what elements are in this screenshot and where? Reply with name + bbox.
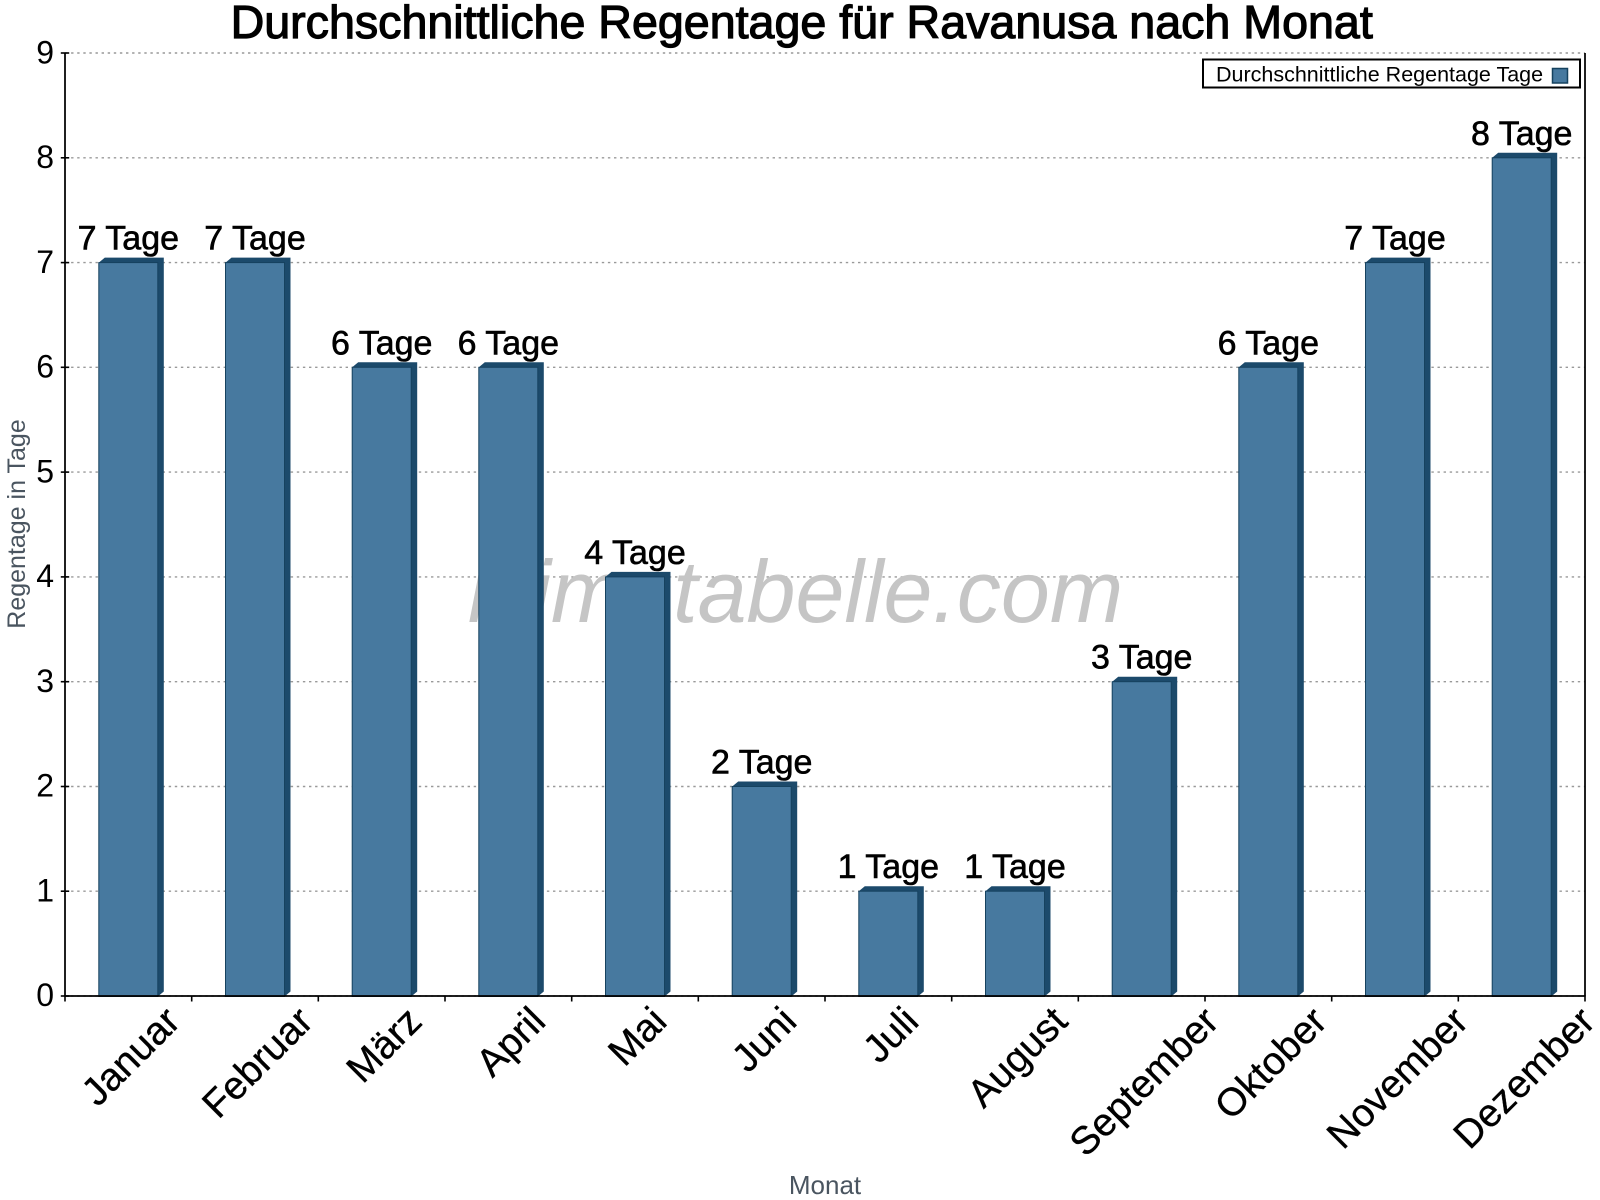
svg-text:0: 0 (36, 977, 54, 1013)
svg-text:2 Tage: 2 Tage (711, 744, 812, 782)
svg-text:7 Tage: 7 Tage (78, 220, 179, 258)
svg-text:6 Tage: 6 Tage (458, 324, 559, 362)
svg-text:Durchschnittliche Regentage Ta: Durchschnittliche Regentage Tage (1216, 62, 1543, 86)
svg-text:9: 9 (36, 34, 54, 70)
svg-text:3 Tage: 3 Tage (1091, 639, 1192, 677)
svg-text:Monat: Monat (789, 1170, 862, 1200)
svg-text:Regentage in Tage: Regentage in Tage (3, 419, 31, 628)
svg-text:5: 5 (36, 453, 54, 489)
svg-text:4 Tage: 4 Tage (584, 534, 685, 572)
svg-text:1 Tage: 1 Tage (838, 848, 939, 886)
svg-text:4: 4 (36, 558, 54, 594)
svg-text:6 Tage: 6 Tage (1218, 324, 1319, 362)
svg-text:klimatabelle.com: klimatabelle.com (468, 542, 1123, 641)
svg-text:Durchschnittliche Regentage fü: Durchschnittliche Regentage für Ravanusa… (231, 0, 1373, 48)
svg-text:8: 8 (36, 139, 54, 175)
svg-text:1 Tage: 1 Tage (964, 848, 1065, 886)
svg-text:6 Tage: 6 Tage (331, 324, 432, 362)
svg-text:8 Tage: 8 Tage (1471, 115, 1572, 153)
svg-text:7: 7 (36, 244, 54, 280)
svg-text:7 Tage: 7 Tage (1344, 220, 1445, 258)
svg-text:2: 2 (36, 768, 54, 804)
svg-text:7 Tage: 7 Tage (204, 220, 305, 258)
svg-text:3: 3 (36, 663, 54, 699)
svg-text:1: 1 (36, 873, 54, 909)
svg-text:6: 6 (36, 349, 54, 385)
